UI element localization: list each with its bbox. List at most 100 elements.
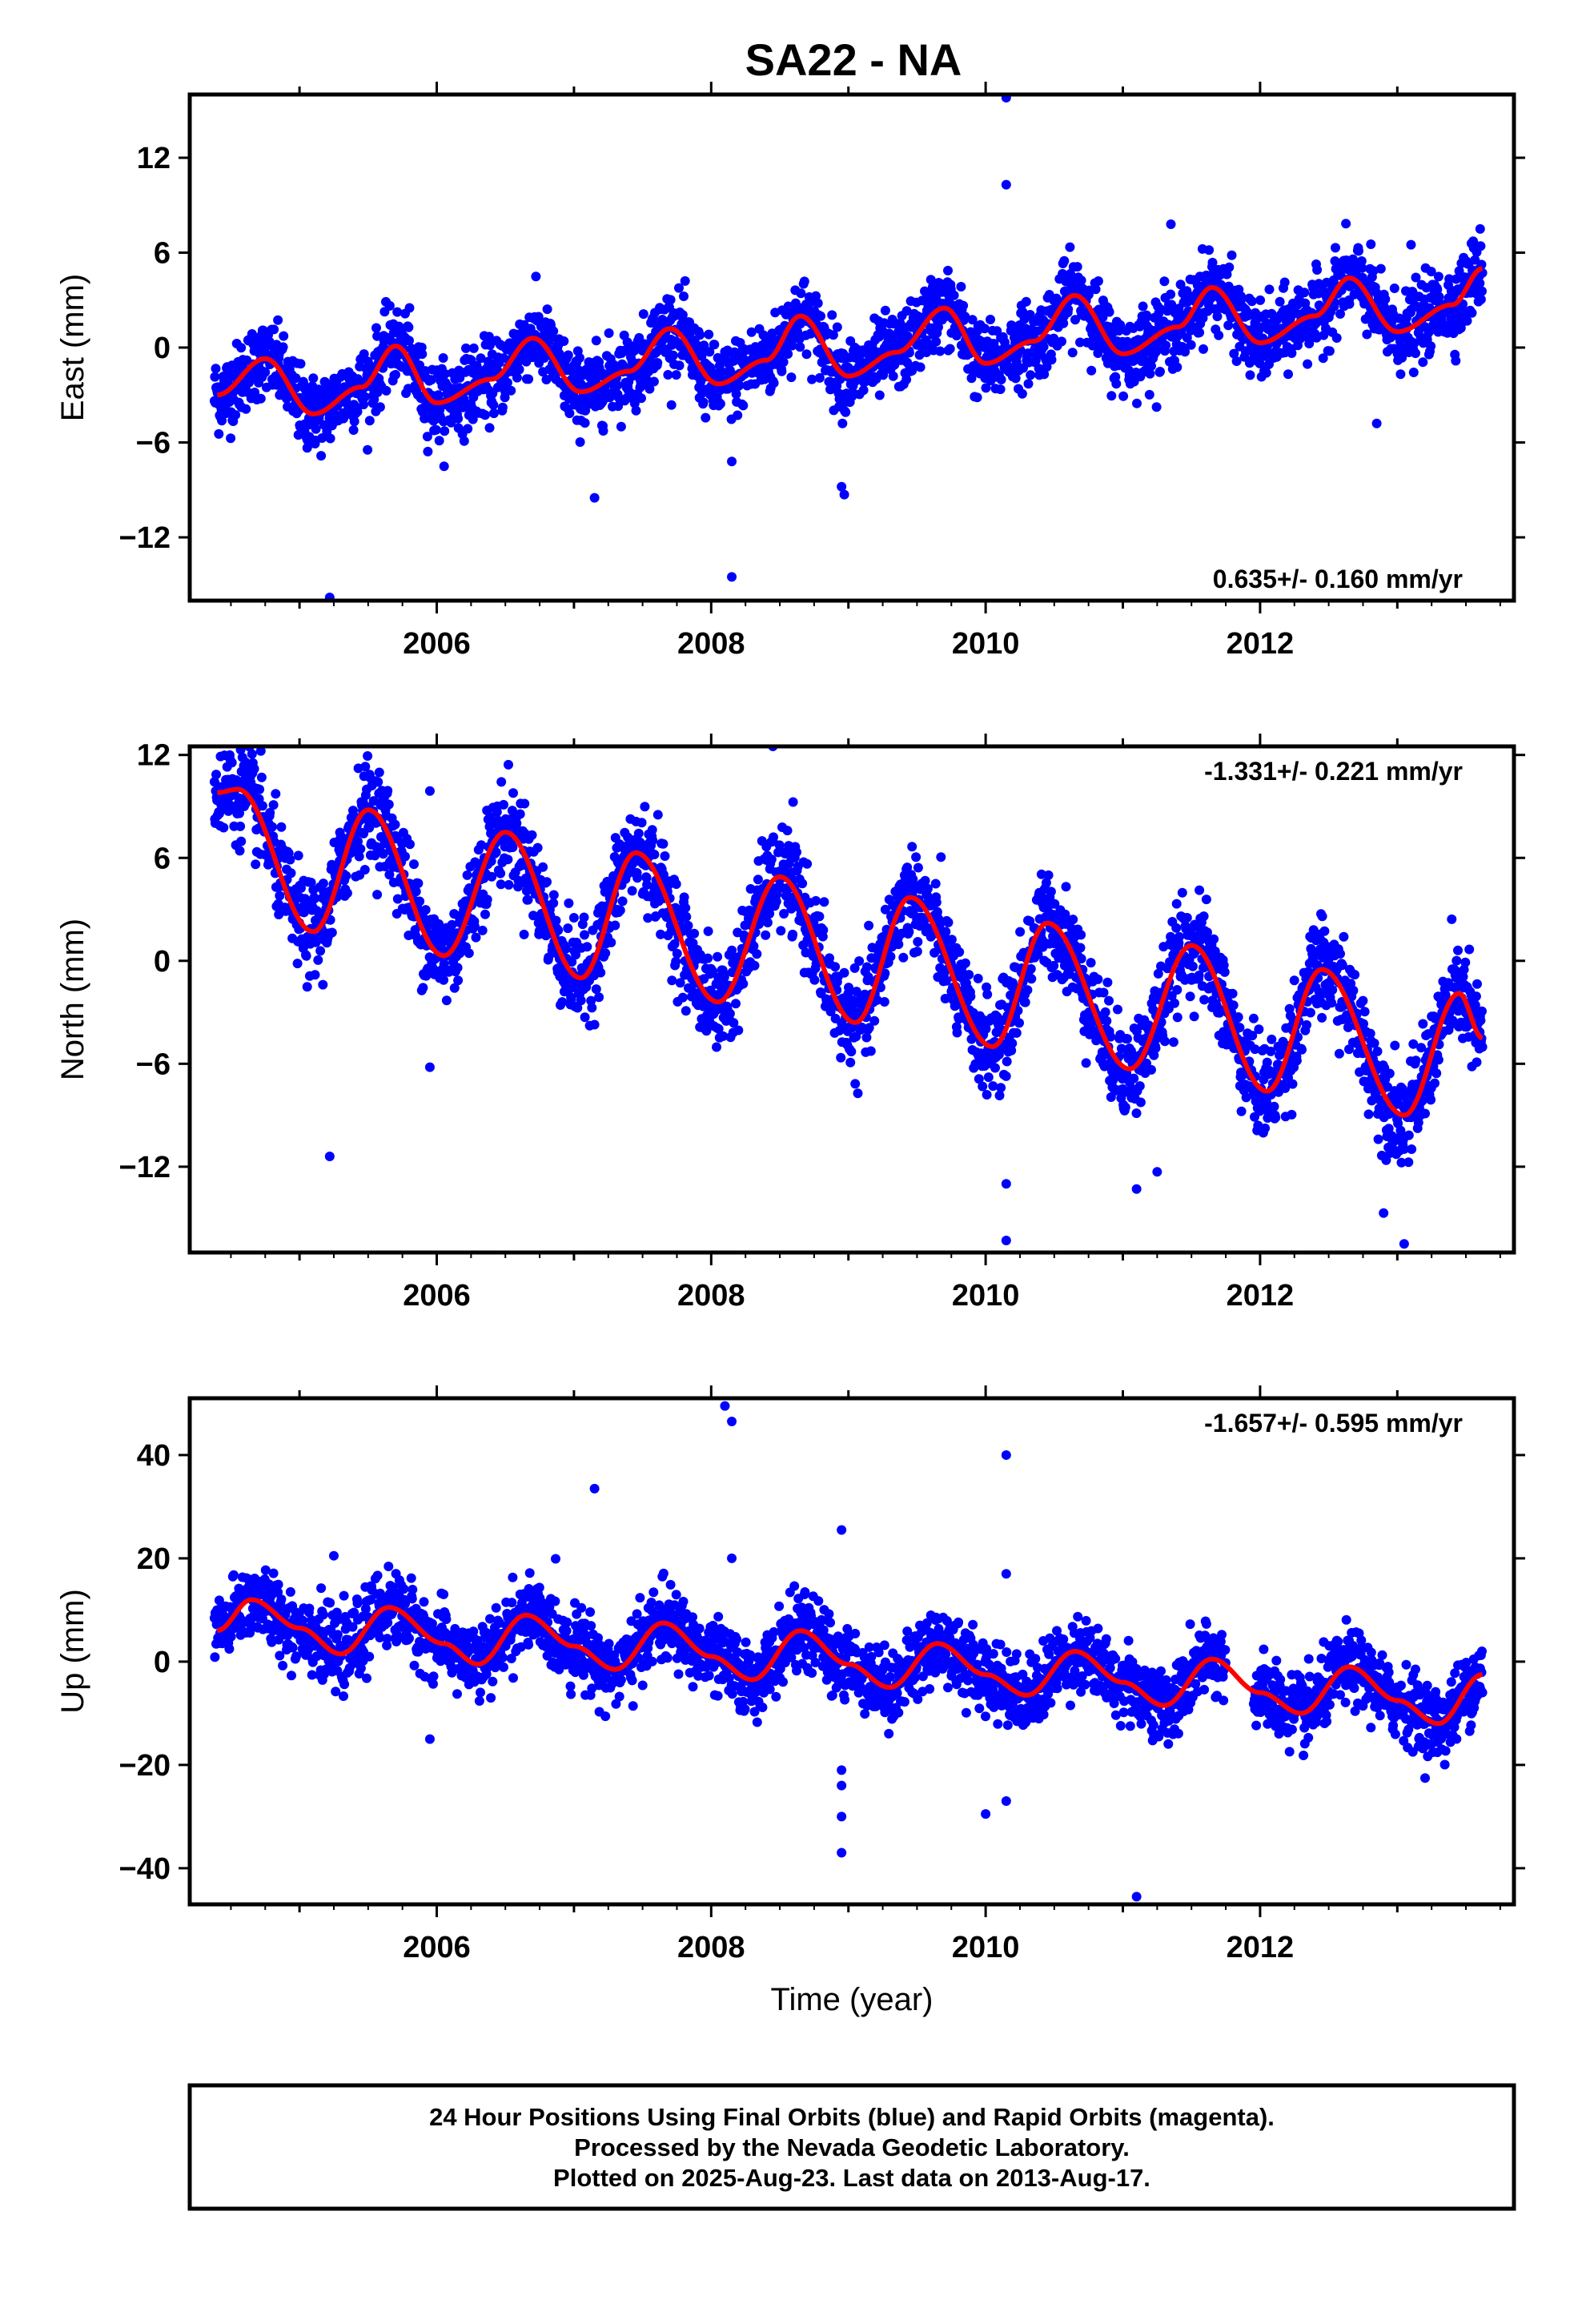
data-point xyxy=(610,920,620,931)
data-point xyxy=(1224,262,1235,272)
data-point xyxy=(931,897,942,907)
data-point xyxy=(689,928,700,939)
data-point xyxy=(447,919,457,930)
data-point xyxy=(725,1008,735,1019)
model-fit-curve xyxy=(216,266,1484,416)
data-point xyxy=(1039,369,1050,380)
y-tick-label: 6 xyxy=(154,237,171,271)
data-point xyxy=(519,929,529,939)
x-tick-label: 2010 xyxy=(952,627,1020,661)
data-point xyxy=(1007,1038,1018,1048)
data-point xyxy=(1025,916,1035,927)
data-point xyxy=(267,822,277,832)
data-point xyxy=(459,393,469,404)
data-point xyxy=(1279,277,1290,287)
data-point xyxy=(733,410,743,420)
data-point xyxy=(1172,362,1182,372)
data-point xyxy=(373,777,383,787)
data-point xyxy=(1026,370,1036,380)
data-point xyxy=(390,819,400,830)
data-point xyxy=(1195,328,1205,338)
data-point xyxy=(341,870,351,881)
data-point xyxy=(1418,357,1428,368)
data-point xyxy=(255,746,266,756)
data-point xyxy=(1151,402,1162,412)
data-point xyxy=(1426,267,1436,277)
data-point xyxy=(679,892,689,903)
data-point xyxy=(769,378,779,388)
data-point xyxy=(404,336,414,346)
data-point xyxy=(1060,909,1070,919)
data-point xyxy=(241,404,251,414)
data-point xyxy=(1026,963,1036,974)
data-point xyxy=(241,798,251,808)
data-point xyxy=(359,392,370,402)
data-point xyxy=(1058,268,1068,279)
data-point xyxy=(1389,283,1399,293)
data-point xyxy=(235,846,245,856)
data-point xyxy=(226,433,236,444)
data-point xyxy=(913,862,923,873)
data-point xyxy=(417,349,428,360)
x-tick-label: 2008 xyxy=(677,627,745,661)
data-point xyxy=(911,852,921,862)
data-point xyxy=(506,385,516,396)
data-point xyxy=(600,948,611,959)
data-point xyxy=(286,868,296,879)
data-point xyxy=(837,418,848,428)
data-point xyxy=(802,858,813,869)
data-point xyxy=(273,315,283,325)
data-point xyxy=(384,300,395,311)
data-point xyxy=(865,1046,876,1056)
data-point xyxy=(872,995,882,1005)
data-point xyxy=(814,372,825,383)
data-point xyxy=(677,310,688,320)
data-point xyxy=(674,283,684,293)
data-point xyxy=(641,873,652,883)
data-point xyxy=(1476,241,1486,251)
x-tick-label: 2006 xyxy=(403,627,471,661)
data-point xyxy=(1086,958,1096,968)
data-point xyxy=(813,298,823,308)
data-point xyxy=(811,291,821,301)
data-point xyxy=(952,1027,962,1038)
data-point xyxy=(371,323,381,333)
data-point xyxy=(1283,369,1293,380)
data-point xyxy=(524,374,534,384)
data-point xyxy=(1186,340,1196,350)
data-point xyxy=(400,851,410,862)
data-point xyxy=(668,350,678,360)
data-point xyxy=(1175,279,1186,290)
data-point xyxy=(533,312,544,322)
data-point xyxy=(1020,997,1030,1007)
data-point xyxy=(563,350,573,360)
data-point xyxy=(1214,330,1224,340)
outlier-point xyxy=(727,456,737,467)
data-point xyxy=(698,397,709,408)
data-point xyxy=(1070,315,1080,325)
data-point xyxy=(1227,250,1237,260)
data-point xyxy=(1182,332,1192,343)
data-point xyxy=(1368,266,1379,276)
data-point xyxy=(854,956,865,967)
data-point xyxy=(1011,1027,1022,1038)
data-point xyxy=(858,385,869,396)
data-point xyxy=(502,377,512,388)
data-point xyxy=(880,904,890,915)
data-point xyxy=(902,862,913,873)
data-point xyxy=(660,851,670,861)
data-point xyxy=(566,994,576,1004)
data-point xyxy=(1199,344,1208,354)
data-point xyxy=(749,960,760,971)
data-point xyxy=(1042,362,1052,372)
data-point xyxy=(374,767,384,778)
data-point xyxy=(779,865,789,875)
data-point xyxy=(644,384,655,394)
data-point xyxy=(572,1003,583,1013)
data-point xyxy=(235,746,246,755)
data-point xyxy=(771,896,781,907)
data-point xyxy=(762,918,773,927)
data-point xyxy=(311,424,321,434)
data-point xyxy=(1161,340,1171,351)
